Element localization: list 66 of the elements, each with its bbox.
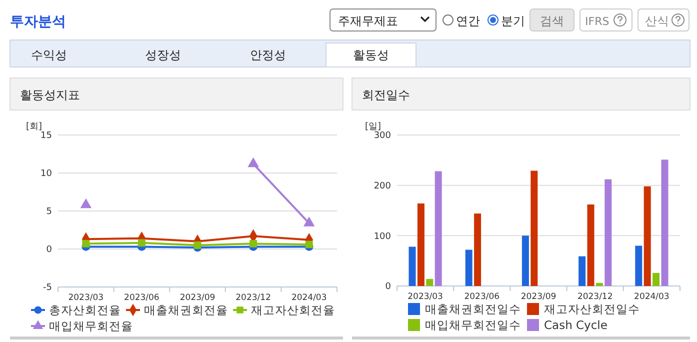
point bbox=[82, 240, 90, 248]
text: 산식 bbox=[645, 14, 669, 28]
y-tick-label: 0 bbox=[46, 245, 52, 256]
point bbox=[248, 157, 259, 168]
legend-label: 매입채무회전율 bbox=[49, 319, 133, 334]
point bbox=[138, 239, 146, 247]
legend-label: Cash Cycle bbox=[544, 318, 608, 332]
point bbox=[305, 240, 313, 248]
y-tick-label: 5 bbox=[46, 207, 52, 218]
bar bbox=[474, 214, 482, 286]
bar bbox=[522, 236, 529, 286]
y-axis-title: [일] bbox=[365, 122, 382, 132]
text: 검색 bbox=[540, 14, 564, 28]
x-tick-label: 2024/03 bbox=[291, 293, 327, 303]
y-axis-title: [회] bbox=[26, 122, 42, 132]
chart-title: 회전일수 bbox=[362, 88, 410, 102]
x-tick-label: 2023/06 bbox=[464, 292, 500, 302]
text: 안정성 bbox=[250, 48, 286, 62]
bar bbox=[465, 250, 472, 286]
point bbox=[250, 240, 258, 248]
point bbox=[80, 198, 92, 208]
y-tick-label: 10 bbox=[40, 169, 52, 180]
bar bbox=[434, 171, 442, 286]
x-tick-label: 2023/09 bbox=[520, 292, 556, 302]
y-tick-label: 100 bbox=[374, 232, 392, 242]
legend-label: 매출채권회전율 bbox=[144, 303, 228, 318]
bar bbox=[587, 204, 594, 286]
text: 성장성 bbox=[145, 48, 181, 62]
point bbox=[303, 216, 315, 226]
bar bbox=[578, 256, 586, 286]
text: 활동성 bbox=[353, 48, 389, 62]
y-tick-label: -5 bbox=[43, 283, 52, 294]
text: 연간 bbox=[456, 14, 480, 28]
bar bbox=[530, 170, 538, 286]
text: 주재무제표 bbox=[338, 14, 398, 28]
legend-label: 매출채권회전일수 bbox=[425, 302, 521, 316]
bar bbox=[417, 203, 424, 286]
text: 투자분석 bbox=[10, 14, 66, 30]
legend-label: 매입채무회전일수 bbox=[425, 318, 521, 332]
bar bbox=[661, 160, 668, 286]
y-tick-label: 200 bbox=[374, 181, 392, 192]
y-tick-label: 15 bbox=[40, 131, 52, 142]
legend-label: 총자산회전율 bbox=[49, 303, 121, 318]
y-tick-label: 0 bbox=[385, 282, 392, 292]
bar bbox=[596, 282, 603, 286]
x-tick-label: 2023/06 bbox=[124, 293, 160, 303]
text: IFRS bbox=[585, 15, 610, 28]
bar bbox=[604, 179, 612, 286]
x-tick-label: 2023/03 bbox=[68, 293, 104, 303]
x-tick-label: 2024/03 bbox=[634, 292, 670, 302]
bar bbox=[426, 278, 434, 286]
bar bbox=[408, 246, 416, 286]
bar bbox=[635, 246, 642, 286]
y-tick-label: 300 bbox=[374, 131, 392, 142]
text: 수익성 bbox=[31, 48, 67, 62]
point bbox=[194, 241, 202, 249]
chart-title: 활동성지표 bbox=[20, 88, 80, 102]
x-tick-label: 2023/09 bbox=[180, 293, 216, 303]
x-tick-label: 2023/03 bbox=[408, 292, 443, 302]
legend-label: 재고자산회전일수 bbox=[544, 302, 640, 316]
bar bbox=[652, 272, 660, 286]
legend-label: 재고자산회전율 bbox=[251, 303, 335, 318]
x-tick-label: 2023/12 bbox=[577, 292, 613, 302]
text: 분기 bbox=[501, 14, 525, 28]
bar bbox=[644, 186, 651, 286]
x-tick-label: 2023/12 bbox=[236, 293, 271, 303]
